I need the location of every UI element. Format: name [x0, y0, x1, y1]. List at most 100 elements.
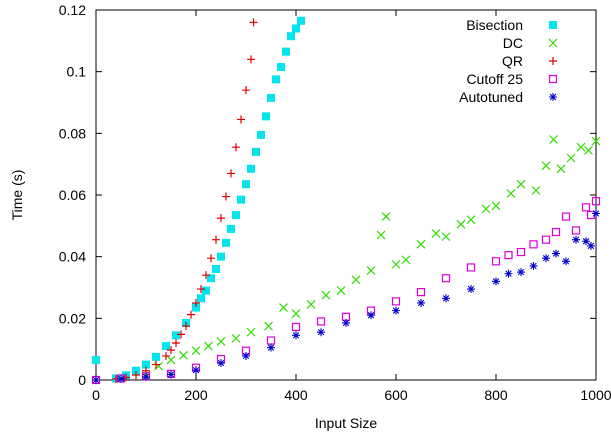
data-point-bisection	[242, 180, 250, 189]
data-point-bisection	[262, 112, 270, 121]
legend-label-dc: DC	[503, 35, 523, 51]
y-axis-label: Time (s)	[9, 170, 25, 221]
data-point-autotuned	[142, 372, 150, 381]
series-cutoff-25	[91, 197, 601, 385]
data-point-autotuned	[367, 311, 375, 320]
data-point-bisection	[172, 331, 180, 340]
data-point-autotuned	[572, 235, 580, 244]
data-point-cutoff-25	[416, 288, 426, 297]
data-point-bisection	[257, 130, 265, 139]
data-point-cutoff-25	[391, 297, 401, 306]
data-point-dc	[591, 136, 601, 146]
data-point-bisection	[92, 355, 100, 364]
data-point-autotuned	[542, 254, 550, 263]
data-point-dc	[204, 341, 213, 351]
x-axis-label: Input Size	[315, 415, 377, 431]
data-point-cutoff-25	[491, 257, 501, 266]
data-point-bisection	[287, 32, 295, 41]
data-point-autotuned	[467, 285, 475, 294]
data-point-qr	[237, 115, 245, 124]
data-point-bisection	[297, 16, 305, 25]
y-tick-label: 0.12	[59, 2, 86, 18]
data-point-bisection	[197, 294, 205, 303]
series-qr	[112, 18, 258, 384]
data-point-dc	[401, 255, 411, 265]
legend-marker-dc	[548, 38, 558, 48]
data-point-dc	[231, 333, 241, 343]
data-point-cutoff-25	[551, 227, 561, 237]
data-point-qr	[197, 285, 205, 294]
data-point-bisection	[222, 238, 230, 247]
data-points	[91, 16, 601, 385]
data-point-autotuned	[592, 209, 600, 218]
data-point-qr	[249, 18, 258, 27]
data-point-autotuned	[492, 277, 500, 286]
data-point-autotuned	[552, 249, 560, 258]
data-point-dc	[179, 350, 188, 360]
data-point-dc	[321, 290, 331, 300]
data-point-dc	[516, 179, 526, 189]
data-point-autotuned	[117, 374, 125, 383]
data-point-dc	[391, 259, 401, 269]
legend: Bisection DC QR Cutoff 25 Autotuned	[459, 17, 558, 105]
data-point-autotuned	[92, 376, 100, 384]
data-point-dc	[376, 230, 386, 240]
data-point-bisection	[292, 24, 300, 33]
x-tick-label: 1000	[580, 387, 611, 403]
legend-marker-bisection	[549, 21, 557, 29]
data-point-qr	[122, 373, 130, 382]
data-point-dc	[416, 239, 426, 249]
data-point-dc	[381, 212, 391, 222]
data-point-autotuned	[562, 257, 570, 266]
data-point-dc	[279, 303, 288, 312]
legend-marker-cutoff-25	[548, 74, 558, 84]
axis-ticks: 0 200 400 600 800 1000 0 0.02 0.04 0.06 0.08 0.1 0.1…	[59, 2, 611, 403]
data-point-autotuned	[582, 237, 590, 246]
data-point-bisection	[217, 252, 225, 261]
data-point-dc	[166, 355, 176, 365]
data-point-autotuned	[292, 331, 300, 340]
series-dc	[141, 135, 601, 380]
y-tick-label: 0	[78, 372, 86, 388]
data-point-dc	[291, 309, 301, 319]
data-point-bisection	[237, 195, 245, 204]
data-point-autotuned	[167, 370, 175, 379]
data-point-autotuned	[192, 366, 200, 375]
data-point-qr	[232, 143, 240, 152]
data-point-qr	[177, 330, 185, 339]
data-point-dc	[541, 161, 551, 171]
legend-marker-autotuned	[549, 93, 557, 101]
data-point-bisection	[252, 147, 260, 156]
data-point-dc	[456, 219, 466, 229]
data-point-cutoff-25	[291, 322, 301, 332]
data-point-qr	[172, 339, 180, 347]
data-point-autotuned	[529, 261, 538, 270]
legend-label-autotuned: Autotuned	[459, 89, 523, 105]
data-point-autotuned	[587, 241, 595, 250]
data-point-dc	[566, 153, 576, 163]
y-tick-label: 0.08	[59, 125, 86, 141]
data-point-bisection	[282, 47, 290, 56]
data-point-dc	[216, 337, 226, 346]
data-point-qr	[192, 298, 200, 307]
data-point-qr	[242, 86, 250, 95]
x-tick-label: 600	[384, 387, 408, 403]
data-point-cutoff-25	[441, 274, 451, 283]
y-tick-label: 0.1	[67, 64, 87, 80]
data-point-qr	[247, 55, 255, 64]
data-point-dc	[246, 327, 256, 337]
data-point-dc	[556, 164, 566, 174]
data-point-bisection	[232, 211, 240, 220]
data-point-qr	[187, 310, 195, 319]
data-point-bisection	[142, 360, 150, 369]
data-point-bisection	[272, 75, 280, 84]
data-point-bisection	[247, 164, 255, 173]
data-point-cutoff-25	[581, 203, 591, 212]
data-point-qr	[222, 192, 230, 201]
y-tick-label: 0.06	[59, 187, 86, 203]
data-point-qr	[217, 214, 225, 223]
data-point-cutoff-25	[316, 317, 326, 326]
data-point-qr	[227, 169, 235, 178]
data-point-autotuned	[504, 269, 513, 278]
data-point-dc	[531, 185, 541, 195]
